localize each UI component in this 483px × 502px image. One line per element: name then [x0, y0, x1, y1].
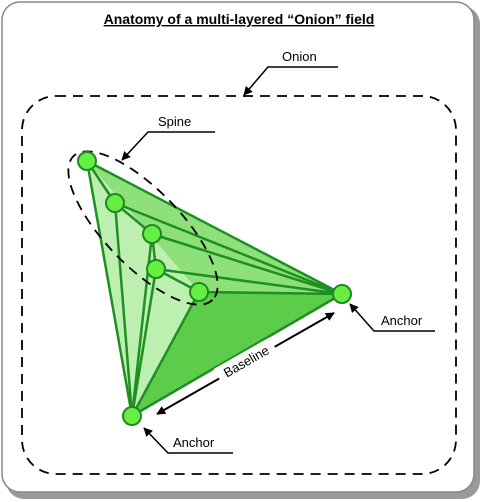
spine-node: [142, 224, 162, 244]
anchor-right-label: Anchor: [381, 313, 423, 328]
edge: [113, 201, 134, 418]
edge: [130, 267, 158, 418]
nodes: [77, 151, 352, 426]
spine-ellipse: [67, 150, 219, 306]
onion-callout-line: [243, 66, 338, 96]
spine-label: Spine: [158, 114, 191, 129]
spine-node: [105, 193, 125, 213]
spine-node: [146, 259, 166, 279]
edge: [150, 232, 344, 296]
edge: [85, 159, 134, 418]
anchor-right-callout-line: [349, 303, 435, 332]
spine-node: [77, 151, 97, 171]
anchor-node-right: [332, 284, 352, 304]
anchor-bottom-callout-line: [143, 427, 233, 454]
edge: [85, 159, 344, 296]
edge: [113, 201, 344, 296]
spine-node: [189, 282, 209, 302]
edge: [197, 290, 344, 296]
diagram-title: Anatomy of a multi-layered “Onion” field: [104, 11, 375, 27]
baseline-label-bg: [213, 337, 279, 385]
onion-label: Onion: [282, 49, 317, 64]
anchor-node-bottom: [122, 406, 142, 426]
edge: [154, 267, 344, 296]
spine-callout-line: [121, 131, 215, 161]
anchor-bottom-label: Anchor: [173, 435, 215, 450]
